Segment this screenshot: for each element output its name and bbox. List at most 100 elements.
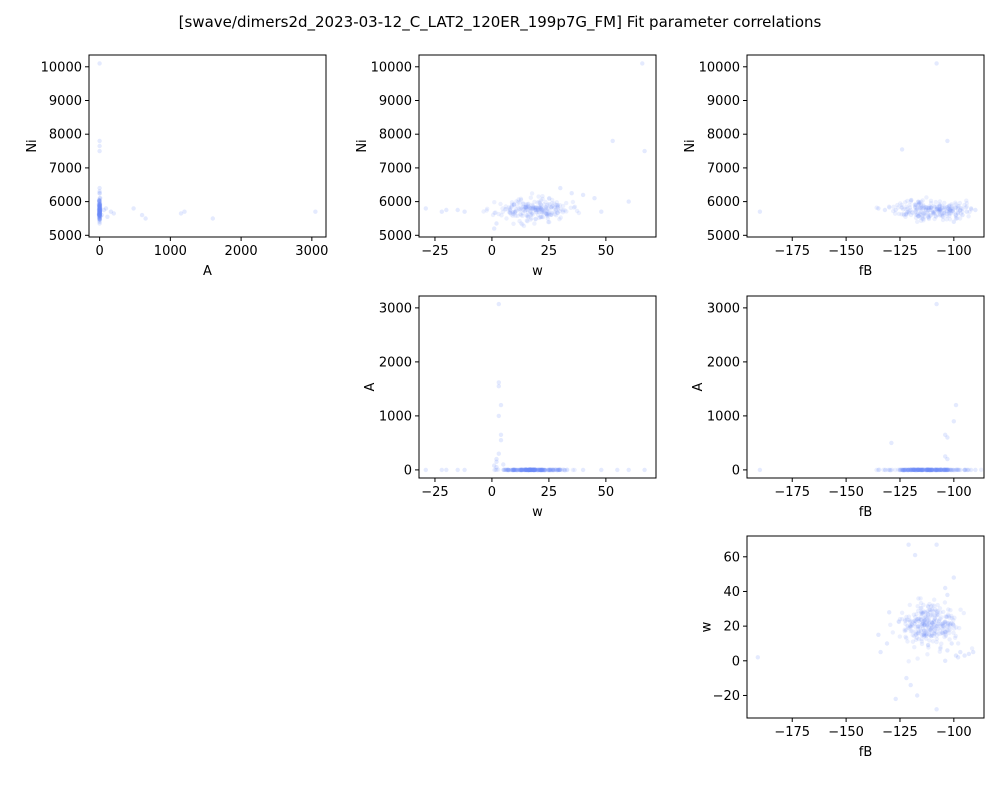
scatter-point xyxy=(555,210,561,216)
scatter-point xyxy=(531,467,537,473)
scatter-point xyxy=(912,205,918,210)
scatter-point xyxy=(97,205,102,210)
scatter-point xyxy=(96,214,102,219)
scatter-point xyxy=(929,207,934,212)
scatter-point xyxy=(520,211,526,216)
scatter-point xyxy=(885,467,890,473)
scatter-point xyxy=(930,467,936,473)
scatter-point xyxy=(545,210,551,215)
scatter-point xyxy=(539,214,545,220)
scatter-point xyxy=(511,467,517,472)
scatter-point xyxy=(920,198,925,203)
scatter-point xyxy=(520,204,526,209)
scatter-point xyxy=(906,209,911,215)
scatter-point xyxy=(557,467,562,473)
x-axis-label: w xyxy=(532,505,543,520)
scatter-point xyxy=(97,209,102,214)
scatter-point xyxy=(934,467,940,473)
scatter-point xyxy=(950,206,955,212)
scatter-point xyxy=(907,209,912,214)
scatter-point xyxy=(572,467,577,473)
scatter-point xyxy=(936,467,942,472)
scatter-point xyxy=(545,208,550,213)
scatter-point xyxy=(520,201,526,206)
scatter-point xyxy=(916,213,921,218)
scatter-point xyxy=(939,641,944,646)
scatter-point xyxy=(546,468,551,473)
scatter-point xyxy=(940,630,945,636)
y-tick-label: 40 xyxy=(723,585,740,600)
scatter-point xyxy=(542,467,548,473)
scatter-point xyxy=(97,191,102,196)
scatter-point xyxy=(552,212,558,217)
scatter-point xyxy=(494,465,499,470)
scatter-point xyxy=(920,632,925,638)
scatter-point xyxy=(958,208,963,213)
scatter-point xyxy=(916,214,921,219)
scatter-point xyxy=(529,467,534,473)
scatter-point xyxy=(515,204,520,209)
scatter-point xyxy=(143,216,148,221)
scatter-point xyxy=(908,212,914,218)
scatter-point xyxy=(558,467,563,472)
scatter-point xyxy=(917,200,922,205)
scatter-point xyxy=(912,467,917,473)
scatter-point xyxy=(444,467,449,473)
scatter-point xyxy=(539,467,544,472)
scatter-point xyxy=(925,652,930,657)
scatter-point xyxy=(502,467,507,472)
scatter-point xyxy=(525,214,530,219)
scatter-point xyxy=(917,624,923,630)
scatter-point xyxy=(910,467,916,473)
x-tick-label: 3000 xyxy=(295,244,328,259)
scatter-point xyxy=(933,623,939,629)
scatter-point xyxy=(439,467,444,473)
scatter-point xyxy=(139,212,145,218)
scatter-point xyxy=(919,199,924,204)
scatter-point xyxy=(97,195,103,201)
scatter-point xyxy=(918,202,924,207)
scatter-point xyxy=(921,467,927,472)
scatter-point xyxy=(939,467,944,473)
scatter-point xyxy=(934,207,939,212)
scatter-point xyxy=(909,621,914,627)
scatter-point xyxy=(540,214,546,220)
scatter-point xyxy=(919,205,924,211)
scatter-point xyxy=(519,467,524,472)
scatter-point xyxy=(97,216,103,222)
scatter-point xyxy=(97,199,102,205)
scatter-point xyxy=(509,467,514,473)
scatter-point xyxy=(943,467,948,473)
scatter-point xyxy=(519,205,524,210)
scatter-point xyxy=(911,467,917,472)
scatter-point xyxy=(905,198,910,204)
scatter-point xyxy=(519,467,524,472)
scatter-point xyxy=(947,622,952,627)
scatter-point xyxy=(96,211,102,217)
scatter-point xyxy=(915,626,921,632)
scatter-point xyxy=(952,626,957,631)
scatter-point xyxy=(927,468,933,473)
scatter-point xyxy=(922,609,927,614)
scatter-point xyxy=(915,656,920,661)
scatter-point xyxy=(936,631,941,636)
scatter-point xyxy=(908,629,914,634)
scatter-point xyxy=(510,467,515,473)
scatter-point xyxy=(941,205,946,210)
scatter-point xyxy=(935,467,940,472)
scatter-point xyxy=(97,212,102,218)
scatter-point xyxy=(918,600,924,606)
scatter-point xyxy=(530,467,536,472)
scatter-point xyxy=(543,199,548,205)
scatter-point xyxy=(942,210,947,216)
scatter-point xyxy=(922,630,928,635)
scatter-point xyxy=(901,467,907,473)
scatter-point xyxy=(524,467,529,472)
y-tick-label: 10000 xyxy=(699,60,740,75)
scatter-point xyxy=(528,467,533,473)
scatter-point xyxy=(886,204,892,209)
scatter-point xyxy=(896,205,901,210)
scatter-point xyxy=(549,467,554,473)
scatter-point xyxy=(964,198,969,203)
